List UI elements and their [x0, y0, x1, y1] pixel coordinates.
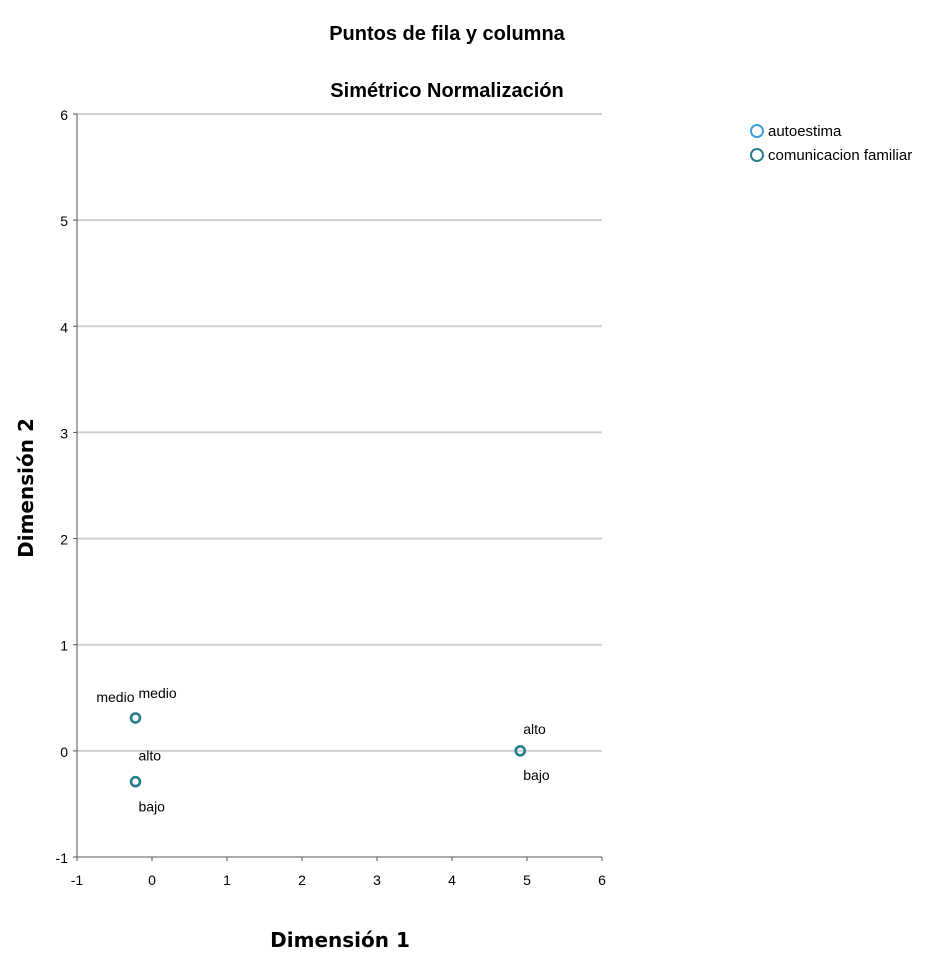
axes — [73, 113, 603, 861]
y-tick-label: 0 — [60, 744, 68, 760]
gridlines — [77, 113, 602, 752]
x-tick-label: 4 — [448, 872, 456, 888]
legend-item: autoestima — [750, 121, 912, 141]
legend-item: comunicacion familiar — [750, 145, 912, 165]
y-tick-label: 5 — [60, 213, 68, 229]
x-axis-title: Dimensión 1 — [270, 928, 410, 952]
point-label: medio — [139, 685, 177, 701]
legend-label: comunicacion familiar — [768, 146, 913, 164]
x-tick-label: 5 — [523, 872, 531, 888]
legend: autoestima comunicacion familiar — [750, 121, 912, 169]
x-tick-label: 3 — [373, 872, 381, 888]
x-tick-label: 2 — [298, 872, 306, 888]
data-point-comunicacion-familiar — [129, 775, 142, 788]
chart-title: Puntos de fila y columna — [329, 23, 565, 45]
x-tick-label: 6 — [598, 872, 606, 888]
x-tick-label: -1 — [71, 872, 84, 888]
x-tick-labels: -1 0 1 2 3 4 5 6 — [71, 872, 606, 888]
y-tick-label: 2 — [60, 532, 68, 548]
point-label: bajo — [139, 799, 166, 815]
y-tick-label: 4 — [60, 319, 68, 335]
data-points — [129, 712, 526, 788]
point-label: alto — [139, 748, 162, 764]
y-tick-label: -1 — [56, 850, 69, 866]
legend-marker-icon — [750, 124, 764, 138]
y-tick-label: 6 — [60, 107, 68, 123]
point-labels: medio alto bajo medio bajo alto — [96, 685, 550, 815]
point-label: medio — [96, 689, 134, 705]
point-label: alto — [523, 721, 546, 737]
legend-label: autoestima — [768, 122, 842, 140]
y-axis-title: Dimensión 2 — [14, 418, 38, 558]
x-tick-label: 0 — [148, 872, 156, 888]
chart-subtitle: Simétrico Normalización — [330, 80, 563, 102]
data-point-comunicacion-familiar — [129, 712, 142, 724]
x-tick-label: 1 — [223, 872, 231, 888]
legend-marker-icon — [750, 148, 764, 162]
data-point-comunicacion-familiar — [514, 745, 526, 757]
y-tick-labels: -1 0 1 2 3 4 5 6 — [56, 107, 69, 866]
y-tick-label: 3 — [60, 425, 68, 441]
y-tick-label: 1 — [60, 638, 68, 654]
point-label: bajo — [523, 767, 550, 783]
